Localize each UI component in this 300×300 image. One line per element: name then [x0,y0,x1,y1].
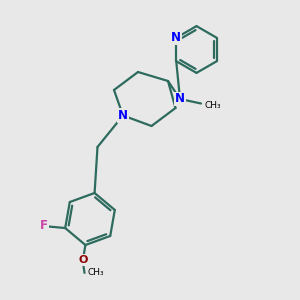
Text: N: N [171,31,181,44]
Text: N: N [118,109,128,122]
Text: F: F [40,218,48,232]
Text: CH₃: CH₃ [204,100,221,109]
Text: N: N [175,92,185,106]
Text: O: O [78,255,88,265]
Text: CH₃: CH₃ [88,268,104,278]
